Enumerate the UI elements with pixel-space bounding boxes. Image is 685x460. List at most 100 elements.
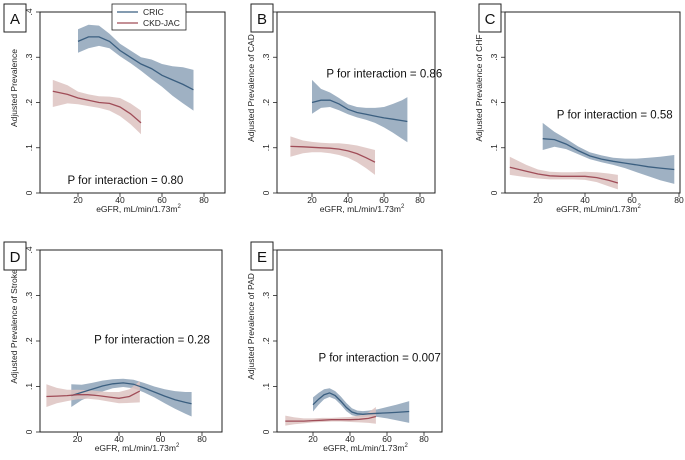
x-tick-label: 40 bbox=[114, 434, 124, 444]
x-tick-label: 20 bbox=[308, 434, 318, 444]
ci-band-ckd-jac bbox=[509, 156, 618, 190]
y-tick-label: .2 bbox=[261, 99, 271, 106]
ci-band-cric bbox=[71, 378, 192, 417]
y-tick-label: 0 bbox=[489, 190, 499, 195]
y-tick-label: .1 bbox=[24, 383, 34, 390]
y-tick-label: .3 bbox=[24, 53, 34, 60]
panel-label: A bbox=[10, 11, 20, 28]
x-tick-label: 20 bbox=[533, 195, 543, 205]
y-tick-label: .3 bbox=[261, 292, 271, 299]
plot-area bbox=[509, 122, 675, 190]
panel-label-box bbox=[478, 3, 502, 33]
x-tick-label: 80 bbox=[197, 434, 207, 444]
ci-band-ckd-jac bbox=[52, 79, 141, 135]
y-tick-label: .1 bbox=[489, 144, 499, 151]
x-tick-label: 20 bbox=[73, 434, 83, 444]
ci-band-cric bbox=[542, 122, 675, 184]
y-tick-label: .2 bbox=[24, 337, 34, 344]
y-tick-label: .3 bbox=[489, 53, 499, 60]
x-tick-label: 40 bbox=[115, 195, 125, 205]
y-axis-title: Adjusted Prevalence bbox=[9, 49, 19, 127]
legend-box bbox=[111, 3, 187, 31]
panel-label: B bbox=[257, 11, 267, 28]
y-tick-label: 0 bbox=[261, 190, 271, 195]
y-axis-title: Adjusted Prevalence of PAD bbox=[246, 273, 256, 380]
y-axis-title: Adjusted Prevalence of CAD bbox=[246, 34, 256, 142]
panel-d: 0 .1 .2 .3 .4 20 40 60 80 eGFR, mL/min/1.73m2 Adju… bbox=[3, 241, 223, 453]
x-axis-title: eGFR, mL/min/1.73m2 bbox=[95, 443, 180, 453]
series-line-cric bbox=[311, 99, 408, 123]
p-interaction-annotation: P for interaction = 0.58 bbox=[557, 109, 673, 121]
x-tick-label: 60 bbox=[382, 434, 392, 444]
x-tick-label: 60 bbox=[156, 434, 166, 444]
x-tick-label: 60 bbox=[627, 195, 637, 205]
x-tick-label: 80 bbox=[415, 195, 425, 205]
panel-a: 0 .1 .2 .3 .4 20 40 60 80 eGFR, mL/min/1.73m2 Adju… bbox=[3, 3, 226, 214]
x-axis-title-superscript: 2 bbox=[401, 204, 405, 210]
panel-label-box bbox=[250, 3, 274, 33]
y-axis-title: Adjusted Prevalence of Stroke bbox=[9, 269, 19, 384]
y-tick-label: .4 bbox=[24, 8, 34, 15]
x-axis-title-superscript: 2 bbox=[176, 443, 180, 449]
y-tick-label: .1 bbox=[24, 144, 34, 151]
ci-band-cric bbox=[312, 79, 408, 143]
y-tick-label: .3 bbox=[261, 53, 271, 60]
x-axis-title-superscript: 2 bbox=[177, 204, 181, 210]
series-line-cric bbox=[77, 36, 194, 91]
p-interaction-annotation: P for interaction = 0.007 bbox=[319, 352, 441, 364]
panel-label-box bbox=[3, 3, 27, 33]
series-line-ckd-jac bbox=[285, 415, 377, 422]
plot-area bbox=[285, 388, 410, 426]
series-line-ckd-jac bbox=[290, 145, 376, 163]
y-tick-label: .2 bbox=[489, 99, 499, 106]
legend-label-cric: CRIC bbox=[143, 7, 164, 17]
plot-frame bbox=[276, 11, 436, 194]
y-axis-title: Adjusted Prevalence of CHF bbox=[474, 34, 484, 141]
y-tick-label: .1 bbox=[261, 383, 271, 390]
y-tick-label: .2 bbox=[261, 337, 271, 344]
y-tick-label: 0 bbox=[261, 429, 271, 434]
y-tick-label: .1 bbox=[261, 144, 271, 151]
x-axis-title-superscript: 2 bbox=[404, 443, 408, 449]
x-tick-label: 40 bbox=[343, 195, 353, 205]
series-line-cric bbox=[71, 382, 192, 405]
x-tick-label: 80 bbox=[419, 434, 429, 444]
x-tick-label: 20 bbox=[73, 195, 83, 205]
y-tick-label: 0 bbox=[24, 429, 34, 434]
x-axis-title: eGFR, mL/min/1.73m2 bbox=[556, 204, 641, 214]
panel-label-box bbox=[3, 241, 27, 271]
legend-label-ckd-jac: CKD-JAC bbox=[143, 18, 180, 28]
y-tick-label: .4 bbox=[24, 246, 34, 253]
p-interaction-annotation: P for interaction = 0.28 bbox=[94, 334, 210, 346]
x-tick-label: 40 bbox=[580, 195, 590, 205]
plot-area bbox=[46, 378, 192, 417]
panel-label: D bbox=[10, 249, 21, 266]
ci-band-ckd-jac bbox=[285, 407, 376, 426]
x-tick-label: 40 bbox=[345, 434, 355, 444]
ci-band-cric bbox=[78, 24, 194, 111]
series-line-ckd-jac bbox=[46, 390, 141, 399]
x-tick-label: 60 bbox=[157, 195, 167, 205]
series-line-cric bbox=[312, 392, 410, 415]
ci-band-ckd-jac bbox=[290, 136, 375, 175]
p-interaction-annotation: P for interaction = 0.80 bbox=[68, 175, 184, 187]
x-tick-label: 80 bbox=[199, 195, 209, 205]
x-axis-title: eGFR, mL/min/1.73m2 bbox=[323, 443, 408, 453]
x-axis-title-superscript: 2 bbox=[637, 204, 641, 210]
plot-area bbox=[52, 24, 194, 135]
series-line-ckd-jac bbox=[52, 90, 142, 124]
y-tick-label: 0 bbox=[24, 190, 34, 195]
y-tick-label: .2 bbox=[24, 99, 34, 106]
panel-label: C bbox=[485, 11, 496, 28]
series-line-cric bbox=[542, 138, 675, 171]
series-line-ckd-jac bbox=[509, 166, 619, 184]
panel-label-box bbox=[250, 241, 274, 271]
x-tick-label: 80 bbox=[674, 195, 684, 205]
x-tick-label: 20 bbox=[307, 195, 317, 205]
x-tick-label: 60 bbox=[379, 195, 389, 205]
x-axis-title: eGFR, mL/min/1.73m2 bbox=[96, 204, 181, 214]
